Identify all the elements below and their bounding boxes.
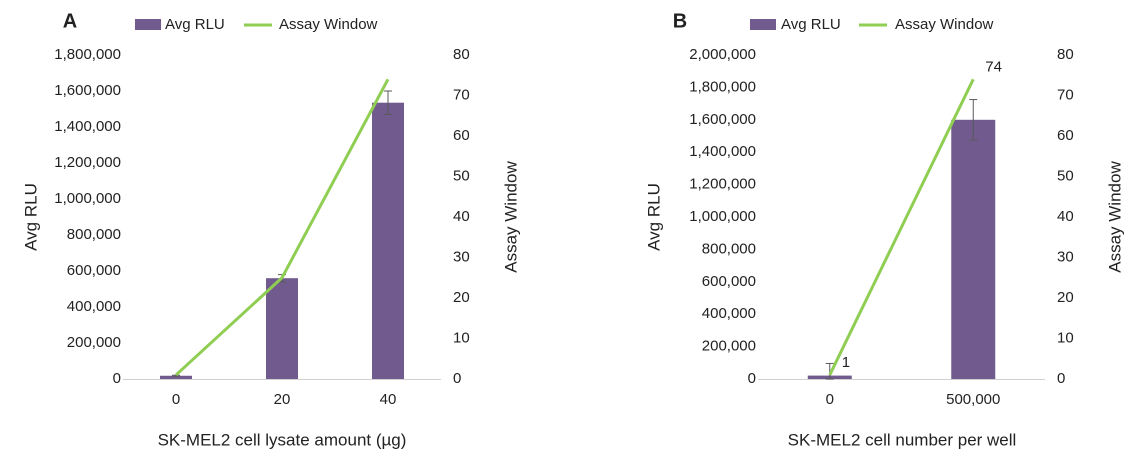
- y-tick-label: 1,200,000: [689, 176, 756, 193]
- x-tick-label: 20: [274, 391, 291, 408]
- y-tick-label: 1,600,000: [689, 111, 756, 128]
- y-tick-label: 1,000,000: [689, 208, 756, 225]
- x-axis-title: SK-MEL2 cell lysate amount (µg): [158, 430, 407, 449]
- legend: Avg RLU Assay Window: [750, 16, 994, 33]
- panel-label: B: [673, 10, 687, 32]
- bar-series: [160, 90, 404, 379]
- y-tick-label: 1,200,000: [54, 154, 121, 171]
- y-tick-label: 400,000: [702, 305, 756, 322]
- y-tick-label: 800,000: [67, 226, 121, 243]
- y-tick-label: 400,000: [67, 298, 121, 315]
- y-tick-label: 1,800,000: [54, 46, 121, 63]
- y-axis-left: 0 200,000 400,000 600,000 800,000 1,000,000 1,…: [689, 46, 756, 387]
- y2-tick-label: 40: [453, 208, 470, 225]
- error-bar: [172, 374, 180, 377]
- chart-panel-b: B Avg RLU Assay Window 0 200,000 400,000 600,0…: [644, 10, 1124, 449]
- bar: [372, 102, 404, 379]
- y-axis-right: 0 10 20 30 40 50 60 70 80: [453, 46, 470, 387]
- y-tick-label: 200,000: [67, 334, 121, 351]
- y-tick-label: 2,000,000: [689, 46, 756, 63]
- y2-tick-label: 10: [1057, 329, 1074, 346]
- y2-tick-label: 80: [453, 46, 470, 63]
- y2-axis-title: Assay Window: [1105, 161, 1124, 273]
- y2-tick-label: 70: [453, 86, 470, 103]
- bar-series: [807, 99, 996, 380]
- bar: [160, 375, 192, 379]
- bar: [266, 278, 298, 379]
- y2-tick-label: 20: [453, 289, 470, 306]
- y2-tick-label: 30: [453, 248, 470, 265]
- data-label: 74: [985, 58, 1002, 75]
- y2-tick-label: 80: [1057, 46, 1074, 63]
- y2-tick-label: 40: [1057, 208, 1074, 225]
- y-axis-title: Avg RLU: [21, 183, 40, 251]
- y2-tick-label: 0: [453, 370, 461, 387]
- y-tick-label: 1,000,000: [54, 190, 121, 207]
- y2-tick-label: 10: [453, 329, 470, 346]
- legend-label-assay-window: Assay Window: [279, 16, 378, 33]
- y-tick-label: 1,600,000: [54, 82, 121, 99]
- bar: [951, 119, 996, 380]
- x-axis-title: SK-MEL2 cell number per well: [788, 430, 1017, 449]
- y2-tick-label: 0: [1057, 370, 1065, 387]
- legend-bar-swatch: [750, 19, 776, 30]
- error-bar: [969, 99, 978, 141]
- y2-tick-label: 50: [453, 167, 470, 184]
- assay-window-line: [828, 78, 975, 376]
- x-tick-label: 0: [172, 391, 180, 408]
- y-tick-label: 600,000: [702, 273, 756, 290]
- y2-tick-label: 60: [1057, 127, 1074, 144]
- x-tick-label: 500,000: [946, 391, 1000, 408]
- y-tick-label: 0: [748, 370, 756, 387]
- x-tick-label: 40: [380, 391, 397, 408]
- y-tick-label: 200,000: [702, 338, 756, 355]
- x-tick-label: 0: [826, 391, 834, 408]
- y-axis-left: 0 200,000 400,000 600,000 800,000 1,000,000 1,…: [54, 46, 121, 387]
- y-tick-label: 1,800,000: [689, 78, 756, 95]
- legend-label-avg-rlu: Avg RLU: [781, 16, 841, 33]
- x-axis: 0 500,000: [826, 391, 1001, 408]
- chart-panel-a: A Avg RLU Assay Window 0 200,000 400,000 600,0…: [21, 10, 520, 449]
- y-tick-label: 1,400,000: [54, 118, 121, 135]
- y2-tick-label: 60: [453, 127, 470, 144]
- y2-tick-label: 50: [1057, 167, 1074, 184]
- y2-tick-label: 20: [1057, 289, 1074, 306]
- error-bar: [825, 362, 834, 380]
- data-label: 1: [842, 354, 850, 371]
- y-tick-label: 0: [113, 370, 121, 387]
- y-tick-label: 1,400,000: [689, 143, 756, 160]
- error-bar: [384, 90, 392, 115]
- y-tick-label: 600,000: [67, 262, 121, 279]
- panel-label: A: [63, 10, 77, 32]
- y2-tick-label: 30: [1057, 248, 1074, 265]
- legend-label-avg-rlu: Avg RLU: [165, 16, 225, 33]
- legend-bar-swatch: [135, 19, 161, 30]
- y2-tick-label: 70: [1057, 86, 1074, 103]
- x-axis: 0 20 40: [172, 391, 397, 408]
- y-tick-label: 800,000: [702, 240, 756, 257]
- data-labels: 1 74: [842, 58, 1002, 371]
- y-axis-title: Avg RLU: [644, 183, 663, 251]
- y-axis-right: 0 10 20 30 40 50 60 70 80: [1057, 46, 1074, 387]
- assay-window-line: [174, 78, 390, 377]
- legend: Avg RLU Assay Window: [135, 16, 378, 33]
- y2-axis-title: Assay Window: [501, 161, 520, 273]
- legend-label-assay-window: Assay Window: [895, 16, 994, 33]
